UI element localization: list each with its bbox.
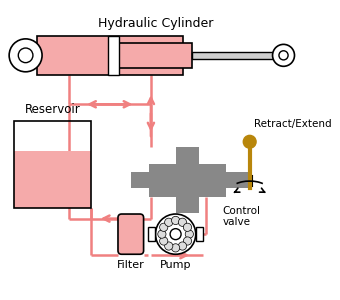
Circle shape	[243, 135, 256, 148]
Text: Reservoir: Reservoir	[25, 103, 81, 116]
Circle shape	[170, 229, 181, 240]
Circle shape	[159, 223, 168, 231]
FancyBboxPatch shape	[118, 214, 143, 254]
Circle shape	[165, 218, 173, 226]
Text: Pump: Pump	[160, 260, 191, 270]
Bar	[148, 227, 155, 242]
Bar	[119, 43, 192, 68]
Bar	[175, 147, 199, 164]
Circle shape	[159, 237, 168, 245]
Circle shape	[185, 230, 193, 238]
Bar	[14, 151, 91, 208]
Text: Hydraulic Cylinder: Hydraulic Cylinder	[98, 17, 213, 30]
Circle shape	[183, 223, 192, 231]
Bar	[149, 164, 226, 196]
Text: Control
valve: Control valve	[222, 206, 260, 227]
Text: Filter: Filter	[117, 260, 144, 270]
Circle shape	[178, 218, 187, 226]
Bar	[226, 172, 252, 188]
Circle shape	[158, 230, 166, 238]
Circle shape	[273, 44, 294, 66]
Bar	[192, 52, 274, 59]
Circle shape	[183, 237, 192, 245]
Bar	[196, 227, 203, 242]
Bar	[175, 196, 199, 213]
Circle shape	[178, 242, 187, 250]
Circle shape	[165, 242, 173, 250]
Circle shape	[171, 244, 180, 252]
Bar	[37, 36, 183, 75]
Text: Retract/Extend: Retract/Extend	[254, 119, 332, 129]
Circle shape	[9, 39, 42, 72]
Circle shape	[155, 214, 196, 254]
Bar	[131, 172, 149, 188]
Bar	[14, 121, 91, 208]
Circle shape	[171, 216, 180, 224]
Bar	[108, 36, 119, 75]
